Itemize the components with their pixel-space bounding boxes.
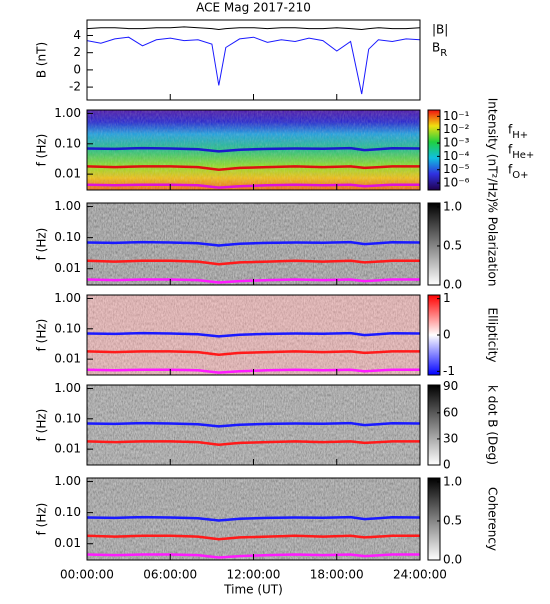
chart-title: ACE Mag 2017-210 [196,1,311,15]
colorbar-tick-label: 0.5 [443,513,462,527]
colorbar [427,109,441,191]
x-tick-label: 24:00:00 [393,568,447,582]
x-tick-label: 00:00:00 [60,568,114,582]
series-line [86,36,421,95]
series-line [86,534,420,541]
colorbar-tick-label: 10⁻² [443,122,470,136]
colorbar-tick-label: 30 [443,431,458,445]
colorbar [427,477,441,561]
legend-label: BR [432,41,447,60]
y-tick-label: 4 [73,28,81,42]
legend-label: |B| [432,23,448,37]
colorbar-tick-label: 0.0 [443,278,462,292]
x-tick-label: 12:00:00 [227,568,281,582]
series-line [86,515,421,522]
y-axis-label: f (Hz) [35,409,49,442]
colorbar [427,384,441,466]
series-line [86,240,421,247]
series-line [86,350,420,356]
colorbar-tick-label: -1 [443,364,455,378]
series-line [86,165,420,171]
y-tick-label: -2 [69,80,81,94]
y-tick-label: 0.10 [54,411,81,425]
y-tick-label: 0.10 [54,505,81,519]
series-line [86,146,421,153]
colorbar-tick-label: 10⁻¹ [443,109,470,123]
y-tick-label: 0.10 [54,230,81,244]
series-line [86,421,421,428]
y-tick-label: 1.00 [54,381,81,395]
colorbar-tick-label: 60 [443,405,458,419]
colorbar-tick-label: 0 [443,328,451,342]
legend-label: fO+ [508,163,528,182]
colorbar-tick-label: 90 [443,379,458,393]
colorbar-tick-label: 10⁻⁴ [443,149,470,163]
x-axis-label: Time (UT) [223,583,283,597]
colorbar-tick-label: 1 [443,291,451,305]
colorbar-tick-label: 10⁻⁵ [443,162,470,176]
colorbar-tick-label: 0.0 [443,553,462,567]
colorbar-tick-label: 0 [443,458,451,472]
y-axis-label: f (Hz) [35,228,49,261]
series-line [86,26,421,31]
colorbar-tick-label: 1.0 [443,199,462,213]
series-line [86,440,420,446]
colorbar-label: Coherency [486,487,500,551]
colorbar [427,202,441,286]
y-axis-label: f (Hz) [35,134,49,167]
colorbar-label: k dot B (Deg) [486,385,500,465]
colorbar-label: Ellipticity [486,308,500,363]
y-axis-label: f (Hz) [35,503,49,536]
y-tick-label: 0.01 [54,167,81,181]
y-tick-label: 0 [73,62,81,76]
colorbar-tick-label: 10⁻⁶ [443,176,470,190]
x-tick-label: 06:00:00 [143,568,197,582]
y-tick-label: 2 [73,45,81,59]
x-tick-label: 18:00:00 [310,568,364,582]
y-tick-label: 0.01 [54,536,81,550]
y-tick-label: 1.00 [54,291,81,305]
colorbar-tick-label: 10⁻³ [443,136,470,150]
series-line [86,331,421,338]
y-tick-label: 1.00 [54,199,81,213]
plot-frame [86,19,421,101]
y-tick-label: 0.10 [54,136,81,150]
colorbar-tick-label: 1.0 [443,474,462,488]
colorbar-label: Intensity (nT²/Hz) [486,98,500,203]
colorbar-tick-label: 0.5 [443,238,462,252]
y-tick-label: 1.00 [54,474,81,488]
legend-label: fHe+ [508,143,534,162]
series-line [86,259,420,266]
y-tick-label: 0.01 [54,442,81,456]
legend-label: fH+ [508,123,528,142]
y-tick-label: 1.00 [54,106,81,120]
y-axis-label: B (nT) [35,42,49,78]
y-axis-label: f (Hz) [35,319,49,352]
y-tick-label: 0.01 [54,352,81,366]
y-tick-label: 0.01 [54,261,81,275]
colorbar-label: % Polarization [486,202,500,287]
y-tick-label: 0.10 [54,321,81,335]
